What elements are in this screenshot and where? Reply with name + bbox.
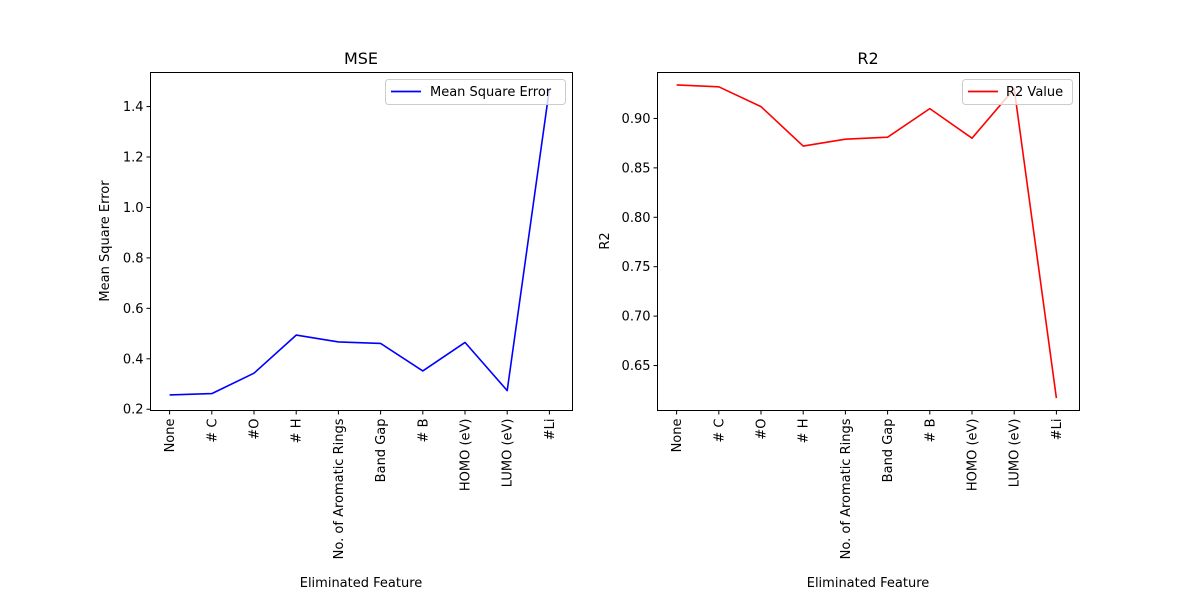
r2-ytick-label: 0.90 bbox=[622, 112, 651, 127]
mse-plot-frame bbox=[150, 72, 573, 411]
mse-ytick-label: 1.4 bbox=[123, 100, 144, 115]
r2-ytick-label: 0.70 bbox=[622, 310, 651, 325]
mse-legend-label: Mean Square Error bbox=[430, 85, 552, 100]
mse-xlabel: Eliminated Feature bbox=[300, 576, 423, 591]
mse-xtick-label: HOMO (eV) bbox=[459, 419, 474, 492]
r2-title: R2 bbox=[857, 49, 878, 68]
mse-marks: 0.2 0.4 0.6 0.8 1.0 1.2 1.4 None # C #O # H No. of … bbox=[123, 88, 558, 559]
mse-xtick-label: Band Gap bbox=[374, 419, 389, 483]
mse-xtick-label: No. of Aromatic Rings bbox=[332, 418, 347, 559]
mse-ytick-label: 0.6 bbox=[123, 302, 144, 317]
r2-series-line bbox=[676, 84, 1058, 399]
r2-xtick-label: # B bbox=[923, 419, 938, 443]
r2-legend-box bbox=[962, 79, 1073, 105]
r2-xtick-label: #Li bbox=[1050, 419, 1065, 441]
r2-xtick-label: # H bbox=[797, 419, 812, 444]
r2-chart: R2 R2 Eliminated Feature 0.65 0.70 0.75 0.8… bbox=[598, 49, 1080, 591]
mse-ytick-label: 0.4 bbox=[123, 352, 144, 367]
r2-legend: R2 Value bbox=[962, 79, 1073, 105]
r2-ytick-label: 0.80 bbox=[622, 211, 651, 226]
mse-ytick-label: 1.2 bbox=[123, 151, 144, 166]
r2-xtick-label: No. of Aromatic Rings bbox=[839, 418, 854, 559]
r2-ytick-label: 0.75 bbox=[622, 260, 651, 275]
mse-chart: MSE Mean Square Error Eliminated Feature… bbox=[98, 49, 573, 591]
mse-xtick-label: # H bbox=[290, 419, 305, 444]
mse-ytick-label: 0.2 bbox=[123, 403, 144, 418]
r2-xtick-label: # C bbox=[712, 419, 727, 443]
mse-ytick-label: 0.8 bbox=[123, 251, 144, 266]
mse-xtick-label: LUMO (eV) bbox=[501, 419, 516, 488]
r2-ylabel: R2 bbox=[598, 232, 613, 249]
mse-xtick-label: None bbox=[163, 419, 178, 453]
mse-legend-box bbox=[385, 79, 566, 105]
mse-title: MSE bbox=[344, 49, 378, 68]
r2-legend-label: R2 Value bbox=[1006, 85, 1063, 100]
r2-xtick-label: LUMO (eV) bbox=[1008, 419, 1023, 488]
r2-marks: 0.65 0.70 0.75 0.80 0.85 0.90 None # C #O # H No. … bbox=[622, 84, 1065, 559]
mse-series-line bbox=[169, 88, 551, 396]
mse-xtick-label: #Li bbox=[543, 419, 558, 441]
r2-xlabel: Eliminated Feature bbox=[807, 576, 930, 591]
r2-ytick-label: 0.65 bbox=[622, 359, 651, 374]
mse-ytick-label: 1.0 bbox=[123, 201, 144, 216]
r2-ytick-label: 0.85 bbox=[622, 161, 651, 176]
mse-legend: Mean Square Error bbox=[385, 79, 566, 105]
mse-ylabel: Mean Square Error bbox=[98, 180, 113, 302]
mse-xtick-label: # C bbox=[205, 419, 220, 443]
mse-xtick-label: # B bbox=[416, 419, 431, 443]
r2-plot-frame bbox=[657, 72, 1080, 411]
r2-xtick-label: None bbox=[670, 419, 685, 453]
mse-xtick-label: #O bbox=[248, 419, 263, 440]
r2-xtick-label: #O bbox=[755, 419, 770, 440]
r2-xtick-label: HOMO (eV) bbox=[966, 419, 981, 492]
r2-xtick-label: Band Gap bbox=[881, 419, 896, 483]
